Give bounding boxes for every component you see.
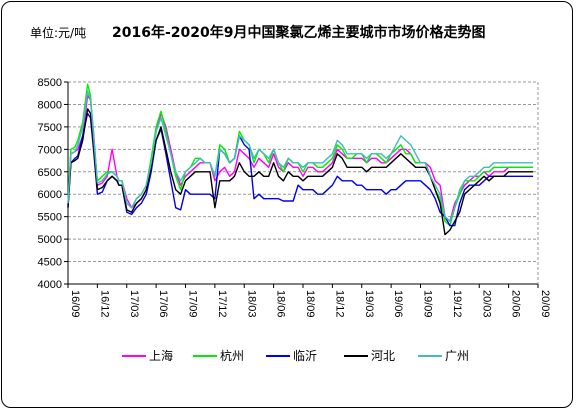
x-tick-label: 19/03 [363, 290, 375, 318]
x-tick-label: 20/06 [510, 290, 522, 318]
x-tick-label: 18/06 [275, 290, 287, 318]
y-tick-label: 4000 [38, 279, 62, 291]
y-tick-label: 6500 [38, 167, 62, 179]
x-tick-label: 18/03 [245, 290, 257, 318]
x-tick-label: 17/06 [157, 290, 169, 318]
legend: 上海 杭州 临沂 河北 广州 [122, 348, 469, 363]
y-tick-label: 5500 [38, 212, 62, 224]
x-tick-label: 16/12 [98, 290, 110, 318]
y-tick-label: 5000 [38, 234, 62, 246]
chart-title: 2016年-2020年9月中国聚氯乙烯主要城市市场价格走势图 [112, 25, 486, 41]
x-tick-label: 19/09 [422, 290, 434, 318]
series-lines [67, 83, 534, 236]
y-tick-label: 6000 [38, 189, 62, 201]
x-tick-label: 19/12 [451, 290, 463, 318]
x-tick-label: 18/09 [304, 290, 316, 318]
x-axis-ticks: 16/09 16/12 17/03 17/06 17/09 17/12 18/03 18/06… [67, 284, 551, 318]
x-tick-label: 17/09 [187, 290, 199, 318]
y-tick-label: 7000 [38, 144, 62, 156]
series-line-河北 [67, 108, 534, 236]
y-axis-ticks: 4000 4500 5000 5500 6000 6500 7000 7500 8000 8500 [38, 77, 68, 291]
legend-label: 杭州 [220, 348, 244, 363]
y-tick-label: 7500 [38, 122, 62, 134]
legend-label: 上海 [149, 348, 173, 363]
x-tick-label: 16/09 [69, 290, 81, 318]
x-tick-label: 17/03 [128, 290, 140, 318]
series-line-上海 [67, 94, 534, 222]
y-tick-label: 8000 [38, 99, 62, 111]
x-tick-label: 20/03 [480, 290, 492, 318]
series-line-临沂 [67, 112, 534, 227]
series-line-广州 [67, 90, 534, 222]
legend-label: 临沂 [293, 349, 317, 363]
unit-label: 单位:元/吨 [30, 26, 87, 40]
series-line-杭州 [67, 83, 534, 227]
x-tick-label: 17/12 [216, 290, 228, 318]
y-tick-label: 8500 [38, 77, 62, 89]
x-tick-label: 18/12 [333, 290, 345, 318]
x-tick-label: 20/09 [539, 290, 551, 318]
y-tick-label: 4500 [38, 257, 62, 269]
legend-label: 广州 [445, 349, 469, 363]
x-tick-label: 19/06 [392, 290, 404, 318]
legend-label: 河北 [371, 349, 395, 363]
